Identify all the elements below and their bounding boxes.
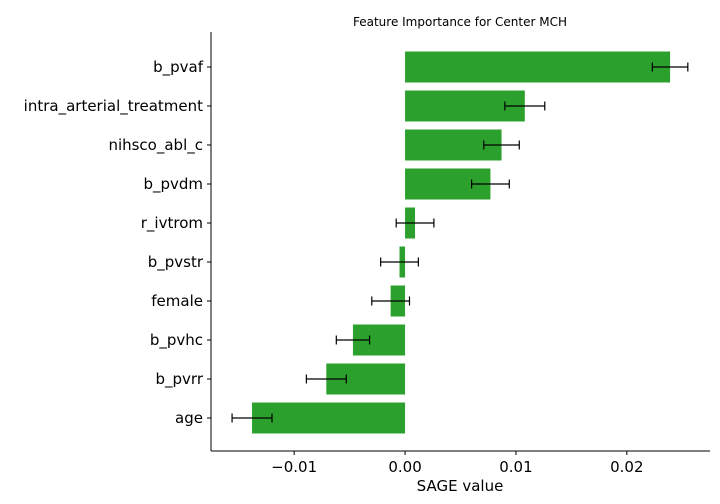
error-bar-female (371, 296, 411, 306)
category-label-age: age (175, 409, 203, 427)
chart-title: Feature Importance for Center MCH (353, 15, 567, 29)
category-labels: b_pvaf intra_arterial_treatment nihsco_abl… (24, 58, 211, 427)
error-bar-age (231, 413, 273, 423)
x-tick-label: 0.02 (610, 458, 643, 476)
error-bar-r_ivtrom (395, 218, 435, 228)
error-bar-intra_arterial_treatment (504, 101, 546, 111)
x-tick-label: 0.00 (388, 458, 421, 476)
x-tick-label: −0.01 (271, 458, 317, 476)
error-bar-b_pvrr (305, 374, 347, 384)
x-axis-ticks: −0.01 0.00 0.01 0.02 (271, 451, 644, 476)
category-label-b_pvstr: b_pvstr (148, 253, 204, 272)
error-bar-b_pvdm (470, 179, 510, 189)
error-bar-b_pvstr (380, 257, 419, 267)
category-label-b_pvhc: b_pvhc (150, 331, 203, 350)
bar-age (252, 402, 406, 434)
error-bar-b_pvhc (335, 335, 371, 345)
category-label-b_pvrr: b_pvrr (156, 370, 204, 389)
category-label-nihsco_abl_c: nihsco_abl_c (108, 136, 203, 155)
category-label-b_pvdm: b_pvdm (143, 175, 203, 194)
category-label-r_ivtrom: r_ivtrom (141, 214, 203, 233)
x-axis-label: SAGE value (417, 477, 504, 495)
category-label-b_pvaf: b_pvaf (153, 58, 204, 77)
error-bar-b_pvaf (651, 62, 689, 72)
error-bar-nihsco_abl_c (483, 140, 520, 150)
category-label-female: female (151, 292, 203, 310)
bars-group (231, 51, 689, 434)
x-tick-label: 0.01 (499, 458, 532, 476)
category-label-intra_arterial_treatment: intra_arterial_treatment (24, 97, 203, 116)
bar-b_pvaf (405, 51, 671, 83)
